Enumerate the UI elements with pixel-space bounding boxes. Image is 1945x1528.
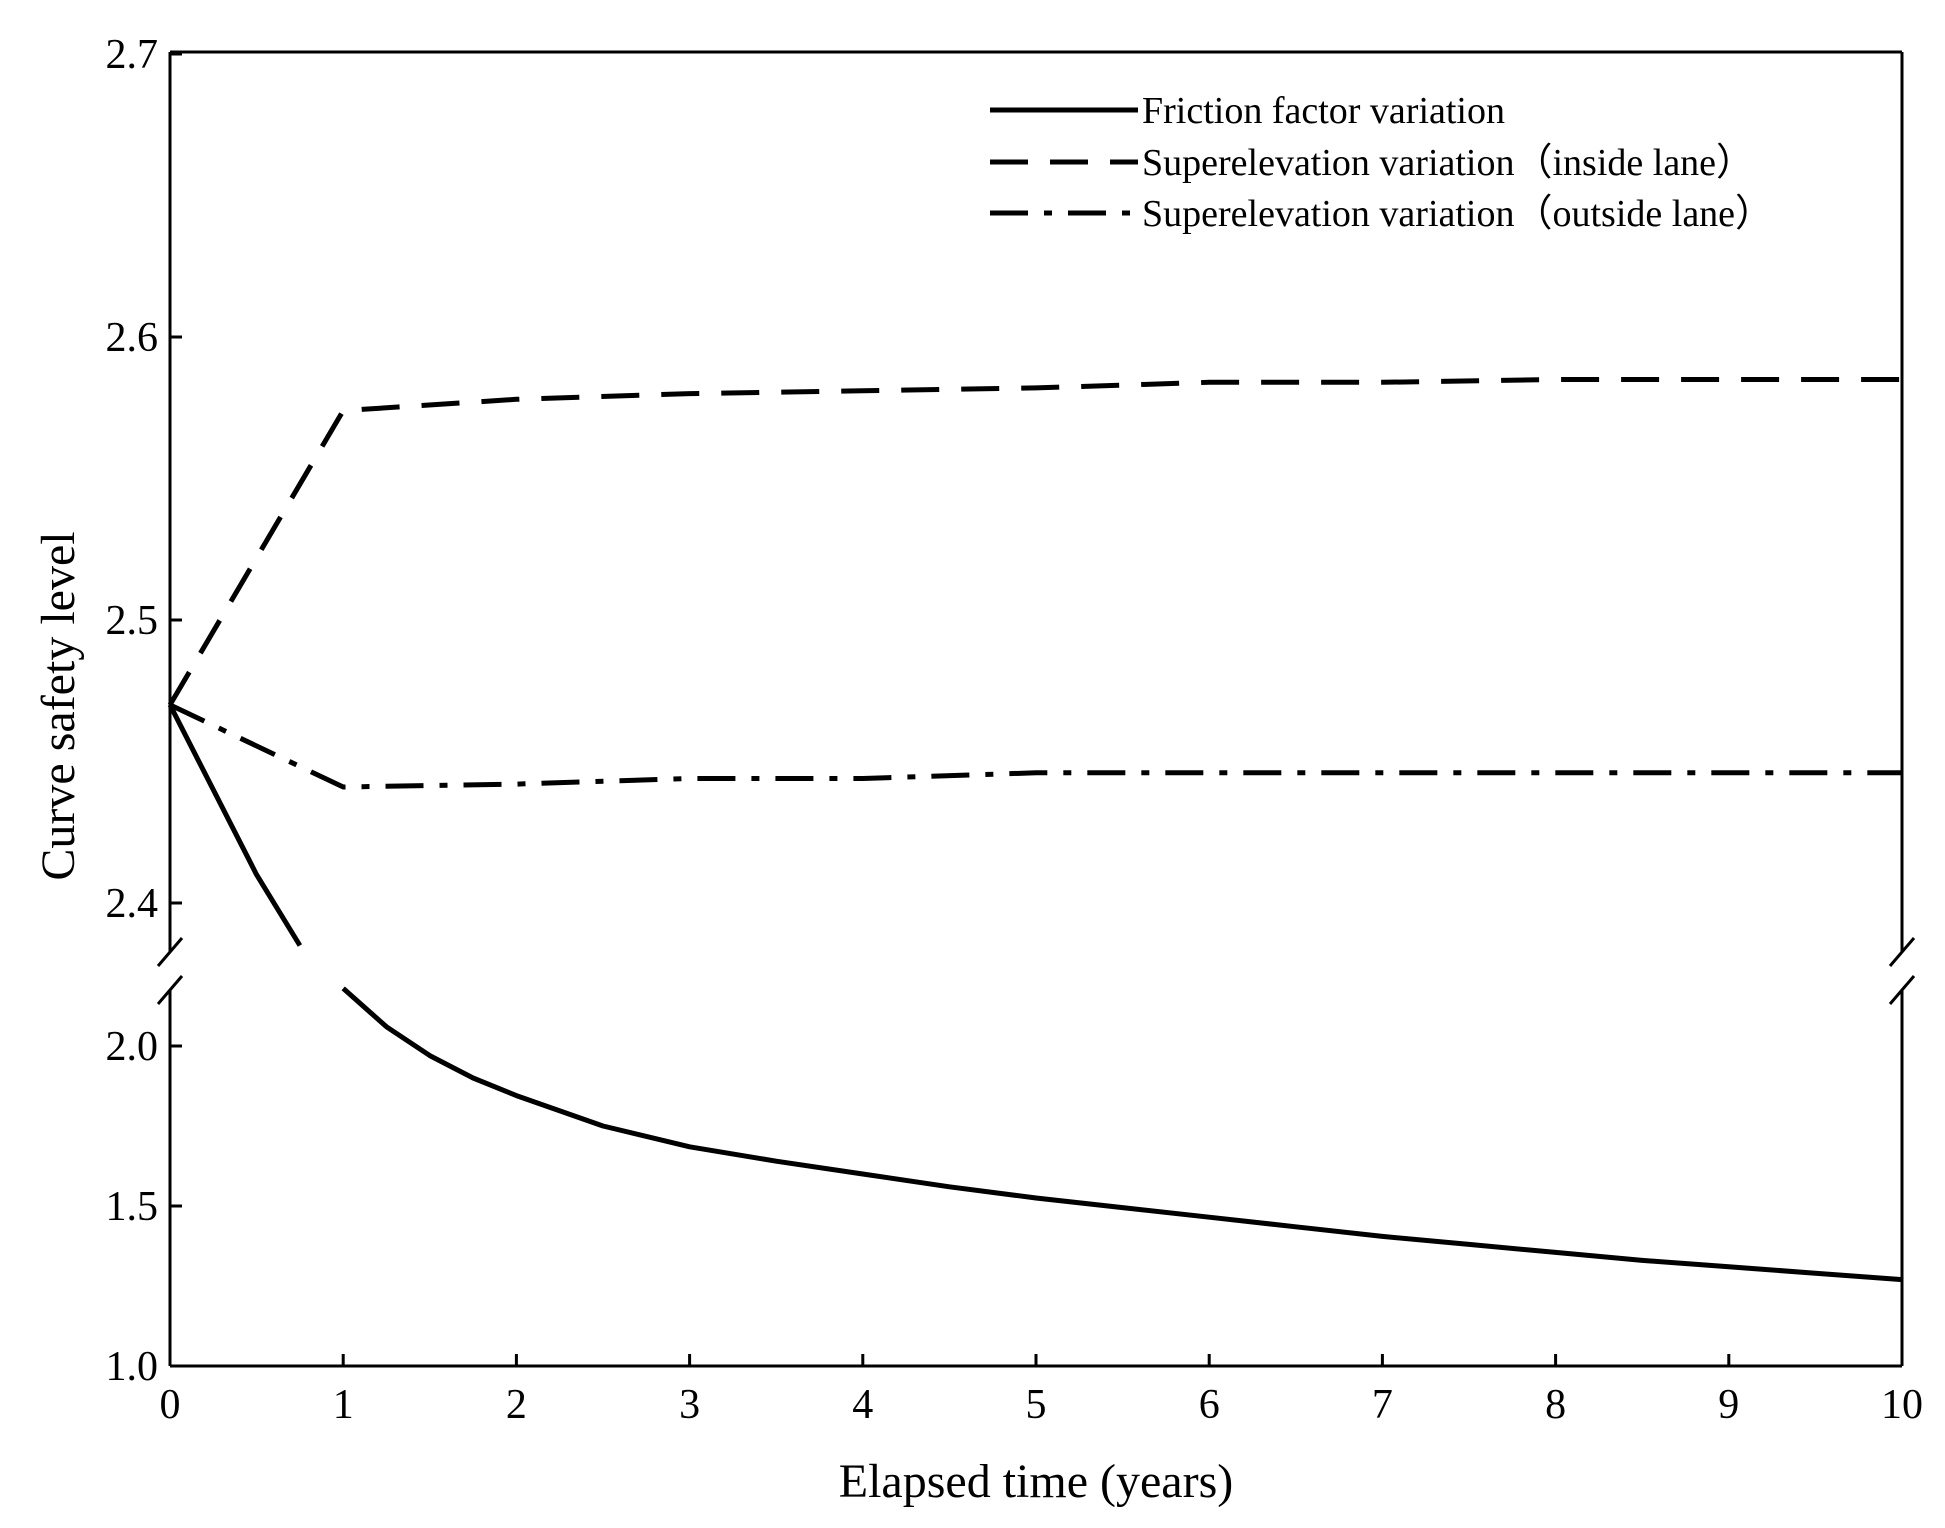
legend: Friction factor variation Superelevation… [990,90,1773,235]
friction-factor-line-upper [167,703,303,947]
legend-label-inside-lane: Superelevation variation（inside lane） [1142,142,1754,184]
superelevation-outside-lane-line [168,702,1902,790]
superelevation-inside-lane-line [167,377,1902,707]
x-tick-label: 2 [506,1382,527,1428]
friction-factor-line-lower [341,986,1903,1283]
x-tick-label: 6 [1199,1382,1220,1428]
y-tick-label: 2.5 [106,598,159,644]
x-tick-label: 4 [852,1382,873,1428]
legend-label-outside-lane: Superelevation variation（outside lane） [1142,193,1773,235]
x-tick-label: 3 [679,1382,700,1428]
axis-break-left-bottom [156,975,184,1005]
axes [156,50,1916,1368]
y-tick-label: 1.5 [106,1184,159,1230]
y-tick-label: 2.7 [106,32,159,78]
legend-label-friction: Friction factor variation [1142,90,1505,132]
x-tick-label: 8 [1545,1382,1566,1428]
y-tick-label: 2.6 [106,315,159,361]
x-tick-label: 9 [1718,1382,1739,1428]
axis-break-left-top [156,937,184,967]
axis-break-right-bottom [1888,975,1916,1005]
x-tick-label: 5 [1026,1382,1047,1428]
series-lines [167,377,1903,1283]
y-tick-label: 2.0 [106,1024,159,1070]
y-tick-label: 2.4 [106,881,159,927]
x-axis-label: Elapsed time (years) [839,1455,1234,1508]
x-tick-label: 0 [160,1382,181,1428]
y-tick-label: 1.0 [106,1344,159,1390]
x-tick-label: 1 [333,1382,354,1428]
x-tick-label: 10 [1881,1382,1923,1428]
axis-break-right-top [1888,937,1916,967]
ticks: 0 1 2 3 4 5 6 7 8 9 10 2.4 2.5 2.6 2.7 1.0 1.5 2.0 [106,32,1924,1428]
y-axis-label: Curve safety level [32,531,85,880]
x-tick-label: 7 [1372,1382,1393,1428]
